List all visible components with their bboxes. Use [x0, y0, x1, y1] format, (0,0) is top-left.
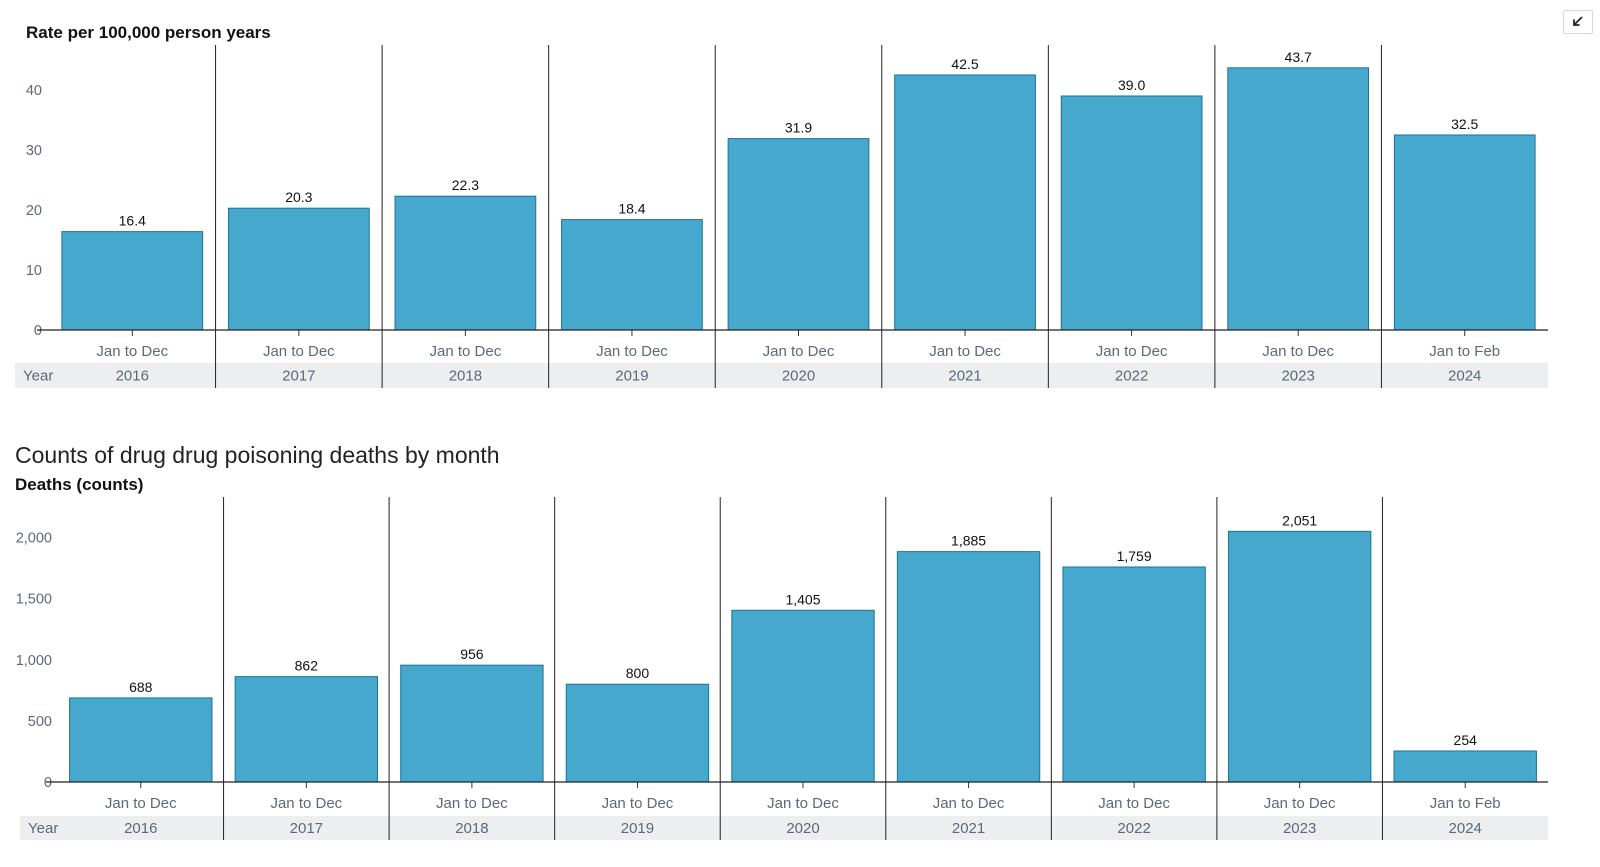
rate-x-period-label: Jan to Dec: [430, 343, 502, 360]
counts-value-label: 1,405: [785, 591, 820, 607]
collapse-button[interactable]: [1563, 10, 1593, 34]
rate-x-period-label: Jan to Dec: [596, 343, 668, 360]
rate-y-tick-label: 10: [26, 263, 42, 279]
rate-x-year-label: 2024: [1448, 368, 1481, 385]
counts-y-tick-label: 1,000: [16, 653, 52, 669]
rate-y-tick-label: 20: [26, 203, 42, 219]
counts-y-tick-label: 500: [28, 714, 52, 730]
counts-bar: [731, 609, 875, 783]
rate-bar: [1393, 134, 1536, 331]
counts-value-label: 1,759: [1117, 548, 1152, 564]
rate-y-tick-label: 40: [26, 83, 42, 99]
counts-x-period-label: Jan to Dec: [602, 795, 674, 812]
counts-x-year-label: 2019: [621, 820, 654, 837]
counts-y-tick-label: 2,000: [16, 531, 52, 547]
rate-bar: [894, 74, 1036, 331]
counts-bar: [1393, 750, 1537, 783]
rate-y-tick-label: 0: [34, 323, 42, 339]
counts-year-band: [20, 816, 1548, 840]
counts-value-label: 956: [460, 646, 484, 662]
counts-x-period-label: Jan to Dec: [1264, 795, 1336, 812]
rate-x-year-label: 2019: [615, 368, 648, 385]
counts-value-label: 1,885: [951, 533, 986, 549]
rate-value-label: 39.0: [1118, 77, 1145, 93]
counts-x-period-label: Jan to Dec: [105, 795, 177, 812]
counts-bar: [1062, 566, 1206, 783]
counts-y-axis-title: Deaths (counts): [15, 475, 143, 494]
counts-value-label: 688: [129, 679, 153, 695]
rate-y-axis-title: Rate per 100,000 person years: [26, 23, 271, 42]
counts-x-year-label: 2021: [952, 820, 985, 837]
counts-value-label: 2,051: [1282, 512, 1317, 528]
counts-bar: [234, 676, 379, 783]
rate-year-band: [15, 363, 1548, 388]
counts-chart: Deaths (counts) 0 500 1,000 1,500 2,000 Year 68…: [15, 475, 1548, 840]
rate-bar: [561, 219, 703, 331]
rate-x-year-label: 2020: [782, 368, 815, 385]
rate-x-period-label: Jan to Dec: [929, 343, 1001, 360]
rate-x-year-label: 2018: [449, 368, 482, 385]
counts-x-year-label: 2017: [290, 820, 323, 837]
rate-x-year-label: 2022: [1115, 368, 1148, 385]
counts-x-period-label: Jan to Dec: [767, 795, 839, 812]
counts-bar: [896, 551, 1041, 783]
counts-x-year-label: 2020: [786, 820, 819, 837]
rate-x-period-label: Jan to Dec: [763, 343, 835, 360]
counts-bar: [400, 664, 544, 783]
rate-bar: [1060, 95, 1203, 331]
counts-year-group-label: Year: [28, 820, 58, 837]
rate-value-label: 42.5: [951, 56, 978, 72]
rate-x-period-label: Jan to Dec: [1096, 343, 1168, 360]
counts-y-tick-label: 0: [44, 775, 52, 791]
rate-bar: [1227, 67, 1370, 331]
rate-x-year-label: 2017: [282, 368, 315, 385]
rate-year-group-label: Year: [23, 368, 53, 385]
counts-chart-title: Counts of drug drug poisoning deaths by …: [15, 442, 500, 468]
rate-bar: [227, 207, 370, 331]
rate-value-label: 16.4: [119, 213, 146, 229]
counts-x-year-label: 2022: [1117, 820, 1150, 837]
counts-x-period-label: Jan to Dec: [1098, 795, 1170, 812]
rate-value-label: 32.5: [1451, 116, 1478, 132]
rate-bar: [61, 231, 204, 331]
rate-chart: Rate per 100,000 person years 0 10 20 30 40 Ye…: [15, 23, 1548, 388]
collapse-arrow-icon: [1573, 16, 1583, 26]
counts-bar: [69, 697, 213, 783]
rate-value-label: 18.4: [618, 201, 645, 217]
counts-x-year-label: 2024: [1449, 820, 1482, 837]
rate-bar: [727, 138, 870, 331]
rate-x-year-label: 2016: [116, 368, 149, 385]
counts-x-period-label: Jan to Dec: [270, 795, 342, 812]
counts-value-label: 800: [626, 665, 650, 681]
rate-value-label: 20.3: [285, 189, 312, 205]
rate-value-label: 43.7: [1285, 49, 1312, 65]
rate-x-year-label: 2021: [948, 368, 981, 385]
counts-value-label: 862: [295, 658, 319, 674]
counts-x-period-label: Jan to Dec: [933, 795, 1005, 812]
rate-value-label: 22.3: [452, 177, 479, 193]
counts-bar: [565, 683, 710, 783]
counts-x-year-label: 2016: [124, 820, 157, 837]
counts-x-year-label: 2023: [1283, 820, 1316, 837]
rate-x-period-label: Jan to Feb: [1429, 343, 1500, 360]
counts-y-tick-label: 1,500: [16, 592, 52, 608]
counts-x-period-label: Jan to Feb: [1430, 795, 1501, 812]
rate-bar: [394, 195, 537, 331]
counts-x-period-label: Jan to Dec: [436, 795, 508, 812]
rate-x-period-label: Jan to Dec: [96, 343, 168, 360]
rate-x-period-label: Jan to Dec: [263, 343, 335, 360]
counts-bar: [1227, 530, 1372, 783]
counts-x-year-label: 2018: [455, 820, 488, 837]
counts-value-label: 254: [1454, 732, 1478, 748]
rate-x-period-label: Jan to Dec: [1262, 343, 1334, 360]
rate-x-year-label: 2023: [1281, 368, 1314, 385]
rate-value-label: 31.9: [785, 120, 812, 136]
rate-y-tick-label: 30: [26, 143, 42, 159]
